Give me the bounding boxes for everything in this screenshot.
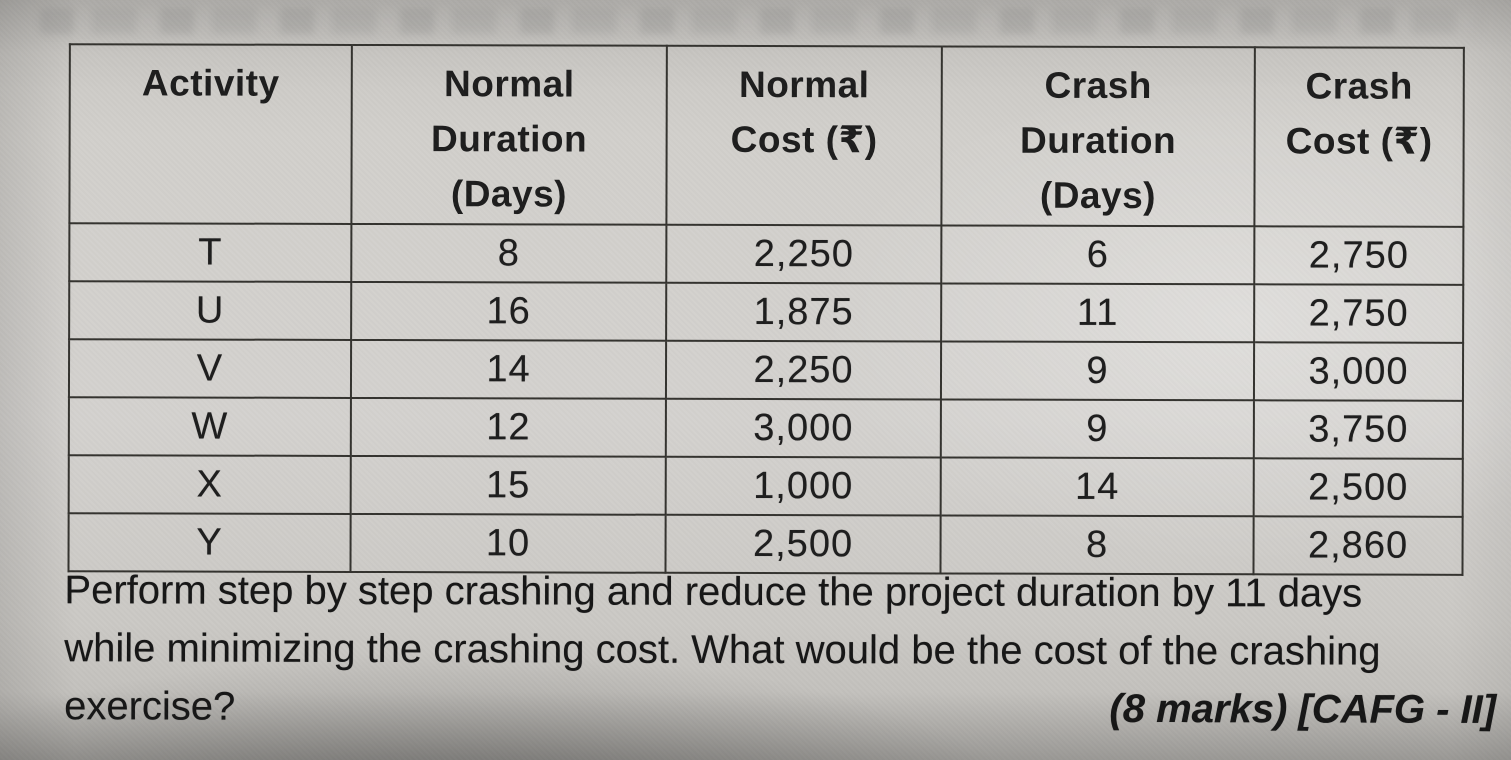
cell-activity: W <box>68 397 351 456</box>
cell-normal-cost: 2,250 <box>665 340 942 400</box>
header-line: (Days) <box>1039 174 1157 217</box>
header-line: (Days) <box>450 173 568 215</box>
cell-activity: T <box>69 223 352 282</box>
header-crash-duration: Crash Duration (Days) <box>941 46 1255 227</box>
header-line: Duration <box>1020 119 1177 162</box>
question-line-2: while minimizing the crashing cost. What… <box>64 626 1381 674</box>
cell-normal-duration: 12 <box>350 397 666 457</box>
question-line-3: exercise? (8 marks) [CAFG - II] <box>64 677 1496 739</box>
cell-activity: U <box>69 281 352 340</box>
table-header: Activity Normal Duration (Days) Normal C… <box>69 44 1464 227</box>
cell-activity: X <box>68 455 351 514</box>
cell-crash-duration: 9 <box>940 399 1254 459</box>
header-line: Normal <box>443 63 575 105</box>
header-crash-cost: Crash Cost (₹) <box>1254 47 1464 227</box>
table-row: X 15 1,000 14 2,500 <box>68 455 1463 517</box>
table-body: T 8 2,250 6 2,750 U 16 1,875 11 2,750 V … <box>68 223 1464 575</box>
cell-normal-duration: 16 <box>351 281 667 341</box>
cell-normal-duration: 14 <box>350 339 667 399</box>
header-line: Duration <box>431 118 588 160</box>
cell-crash-duration: 14 <box>940 457 1254 517</box>
header-line: Crash <box>1044 64 1153 107</box>
cell-normal-cost: 1,000 <box>665 456 941 516</box>
table-row: T 8 2,250 6 2,750 <box>69 223 1464 285</box>
header-line: Cost (₹) <box>1285 120 1433 162</box>
cell-normal-cost: 3,000 <box>665 398 941 458</box>
table-row: V 14 2,250 9 3,000 <box>68 339 1464 401</box>
question-line-1: Perform step by step crashing and reduce… <box>64 568 1363 616</box>
cell-normal-cost: 1,875 <box>666 282 942 342</box>
print-showthrough-band <box>40 8 1481 34</box>
cell-crash-cost: 2,500 <box>1253 458 1463 517</box>
header-normal-duration: Normal Duration (Days) <box>351 44 667 225</box>
cell-normal-duration: 15 <box>350 455 666 515</box>
table-row: U 16 1,875 11 2,750 <box>69 281 1464 343</box>
cell-normal-duration: 8 <box>351 223 667 283</box>
cell-crash-duration: 11 <box>941 283 1255 343</box>
cell-activity: V <box>68 339 352 398</box>
cell-crash-cost: 3,000 <box>1253 342 1464 401</box>
cell-crash-duration: 9 <box>940 341 1255 401</box>
cell-crash-duration: 6 <box>941 225 1255 285</box>
header-activity: Activity <box>69 44 352 224</box>
header-line: Crash <box>1305 65 1414 107</box>
header-normal-cost: Normal Cost (₹) <box>666 45 942 226</box>
header-line: Activity <box>141 62 280 104</box>
table-row: W 12 3,000 9 3,750 <box>68 397 1463 459</box>
cell-crash-cost: 2,750 <box>1254 226 1464 285</box>
cell-normal-cost: 2,250 <box>666 224 942 284</box>
header-line: Normal <box>738 63 870 106</box>
cell-crash-cost: 2,750 <box>1254 284 1464 343</box>
header-row: Activity Normal Duration (Days) Normal C… <box>69 44 1464 227</box>
question-line-3-text: exercise? <box>64 684 236 729</box>
activity-crashing-table: Activity Normal Duration (Days) Normal C… <box>67 43 1464 576</box>
cell-crash-cost: 3,750 <box>1253 400 1463 459</box>
question-text: Perform step by step crashing and reduce… <box>64 561 1496 739</box>
marks-reference: (8 marks) [CAFG - II] <box>1109 686 1497 732</box>
header-line: Cost (₹) <box>730 118 878 161</box>
